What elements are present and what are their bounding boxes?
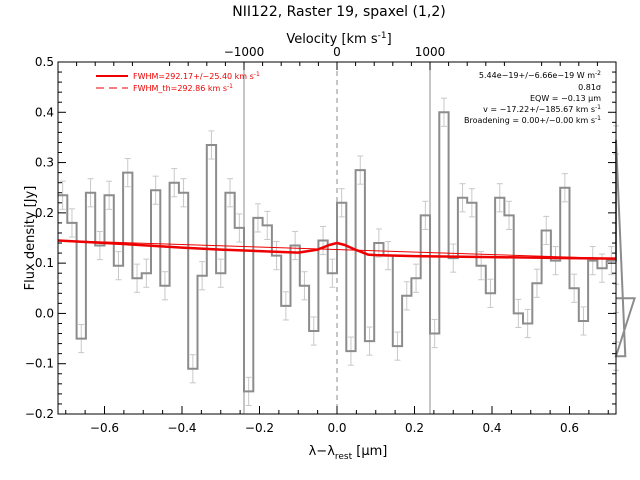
x-tick-label: 0.2 bbox=[405, 421, 424, 435]
axes bbox=[57, 61, 617, 415]
y-tick-label: −0.2 bbox=[25, 407, 54, 421]
fit-series bbox=[57, 239, 617, 260]
annotation-velocity: v = −17.22+/−185.67 km s-1 bbox=[483, 104, 601, 114]
legend-label-fit: FWHM=292.17+/−25.40 km s-1 bbox=[133, 71, 260, 81]
legend-label-fwhm-th: FWHM_th=292.86 km s-1 bbox=[133, 83, 233, 93]
y-tick-label: 0.5 bbox=[35, 55, 54, 69]
y-tick-label: −0.1 bbox=[25, 357, 54, 371]
x-tick-label: 0.4 bbox=[482, 421, 501, 435]
top-tick-label: −1000 bbox=[224, 45, 265, 59]
annotation-eqw: EQW = −0.13 μm bbox=[530, 94, 601, 103]
chart-title: NII122, Raster 19, spaxel (1,2) bbox=[232, 4, 445, 20]
spectrum-line bbox=[58, 111, 636, 393]
top-axis-label: Velocity [km s-1] bbox=[286, 31, 391, 47]
annotation-sigma: 0.81σ bbox=[578, 83, 601, 92]
annotation-flux: 5.44e−19+/−6.66e−19 W m-2 bbox=[479, 70, 601, 80]
y-tick-label: 0.2 bbox=[35, 206, 54, 220]
legend: FWHM=292.17+/−25.40 km s-1 FWHM_th=292.8… bbox=[96, 71, 260, 93]
top-tick-label: 1000 bbox=[415, 45, 446, 59]
fit-line bbox=[57, 239, 617, 260]
annotation-broadening: Broadening = 0.00+/−0.00 km s-1 bbox=[464, 115, 601, 125]
y-tick-label: 0.3 bbox=[35, 156, 54, 170]
x-tick-label: 0.0 bbox=[327, 421, 346, 435]
x-tick-label: −0.4 bbox=[167, 421, 196, 435]
baseline-line bbox=[57, 240, 617, 260]
y-tick-label: 0.1 bbox=[35, 256, 54, 270]
error-bars bbox=[59, 97, 619, 406]
y-axis-label: Flux density [Jy] bbox=[23, 186, 38, 291]
y-tick-label: 0.4 bbox=[35, 105, 54, 119]
x-tick-label: −0.6 bbox=[90, 421, 119, 435]
x-tick-label: −0.2 bbox=[245, 421, 274, 435]
tick-labels: −0.6 −0.4 −0.2 0.0 0.2 0.4 0.6 −0.2 −0.1 0.0 0.1 0.… bbox=[25, 45, 579, 435]
x-tick-label: 0.6 bbox=[560, 421, 579, 435]
spectrum-series bbox=[58, 111, 636, 393]
top-tick-label: 0 bbox=[333, 45, 341, 59]
fit-annotations: 5.44e−19+/−6.66e−19 W m-2 0.81σ EQW = −0… bbox=[464, 70, 601, 125]
y-tick-label: 0.0 bbox=[35, 306, 54, 320]
x-axis-label: λ−λrest [μm] bbox=[309, 444, 388, 462]
